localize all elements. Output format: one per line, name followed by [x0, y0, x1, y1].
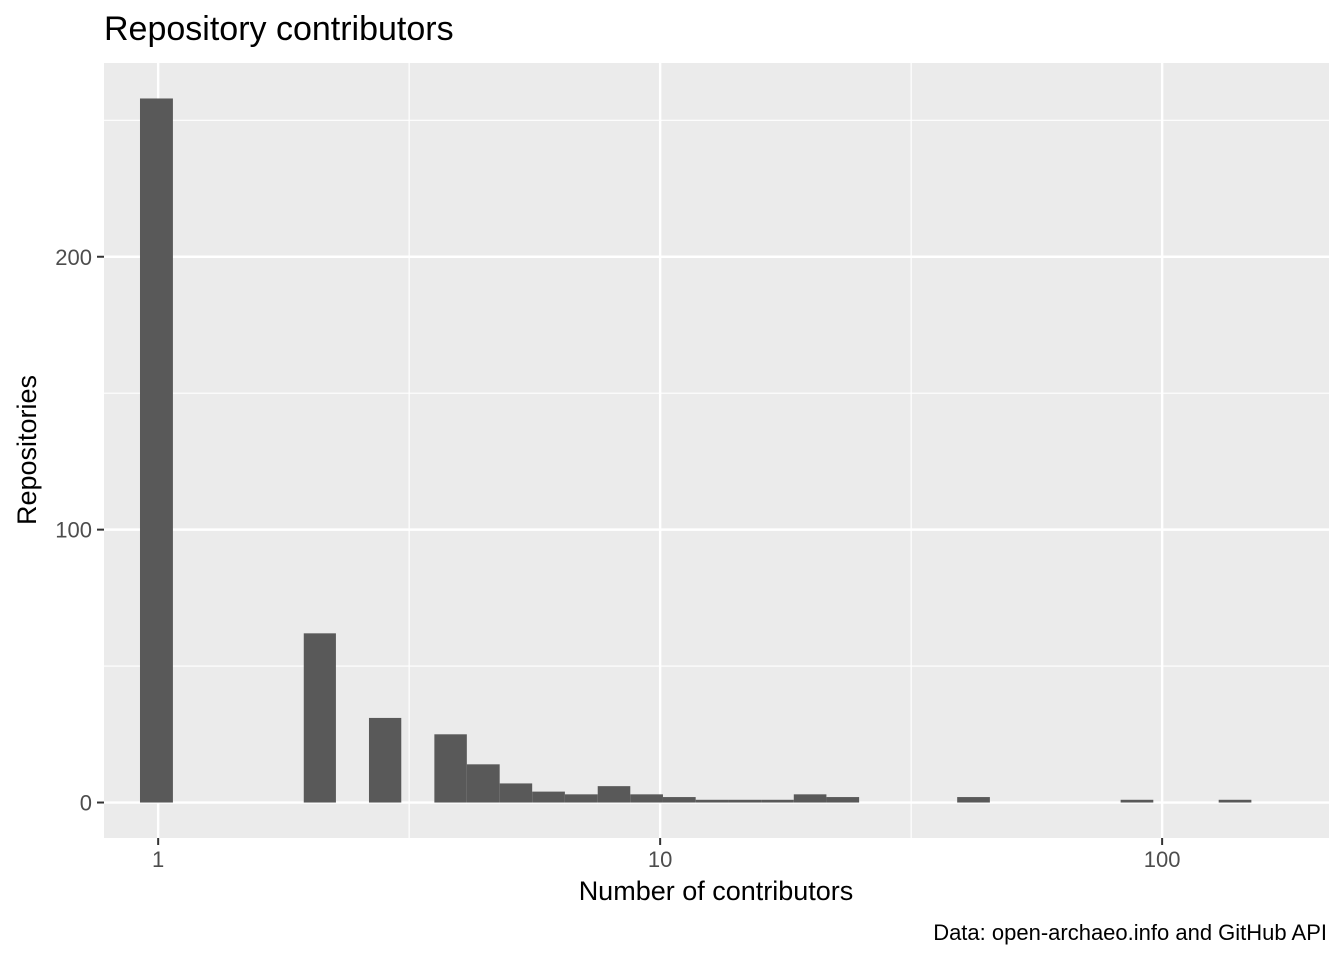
minor-gridlines — [104, 63, 1329, 838]
histogram-bar — [434, 734, 467, 803]
x-axis: 1 10 100 — [152, 838, 1180, 872]
histogram-bar — [597, 786, 631, 803]
histogram-bar — [826, 797, 860, 803]
x-tick-label: 100 — [1144, 847, 1181, 872]
histogram-bar — [761, 799, 794, 803]
histogram-bar — [368, 717, 402, 803]
histogram-bar — [564, 794, 598, 803]
histogram-bar — [695, 799, 729, 803]
y-axis-label: Repositories — [12, 375, 42, 525]
histogram-bar — [532, 791, 565, 803]
y-tick-label: 200 — [55, 245, 92, 270]
x-tick-label: 1 — [152, 847, 164, 872]
histogram-bar — [630, 794, 663, 803]
plot-panel — [104, 63, 1329, 838]
y-axis: 0 100 200 — [55, 245, 104, 816]
x-tick-label: 10 — [648, 847, 672, 872]
histogram-bar — [957, 797, 990, 803]
chart-caption: Data: open-archaeo.info and GitHub API — [933, 920, 1327, 945]
histogram-bar — [662, 797, 696, 803]
histogram-bar — [466, 764, 500, 803]
histogram-bar — [499, 783, 533, 803]
histogram-bars — [139, 98, 1252, 803]
y-tick-label: 100 — [55, 518, 92, 543]
histogram-bar — [728, 799, 762, 803]
histogram-bar — [1120, 799, 1154, 803]
histogram-bar — [303, 633, 336, 803]
histogram-bar — [1218, 799, 1252, 803]
x-axis-label: Number of contributors — [579, 876, 854, 906]
y-tick-label: 0 — [80, 791, 92, 816]
histogram-bar — [793, 794, 827, 803]
chart-title: Repository contributors — [104, 10, 454, 48]
histogram-bar — [139, 98, 173, 803]
